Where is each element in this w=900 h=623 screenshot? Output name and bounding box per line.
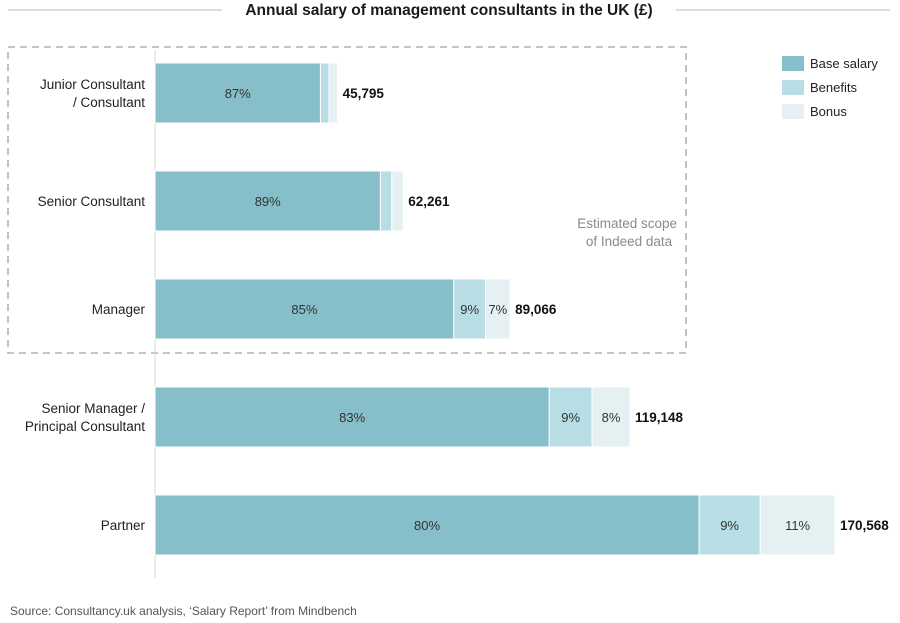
segment-label: 87% [225,86,251,101]
category-label-line: / Consultant [73,95,145,110]
segment-label: 11% [785,518,810,533]
bar-segment-benefits [698,494,761,556]
segment-label: 85% [291,302,317,317]
bar-segment-bonus [759,494,836,556]
scope-annotation: Estimated scope of Indeed data [577,216,681,249]
segment-label: 9% [561,410,580,425]
legend-label: Benefits [810,80,857,95]
category-label: Senior Manager / Principal Consultant [25,401,145,434]
legend-swatch [782,80,804,95]
segment-label: 8% [602,410,621,425]
bar-segment-bonus [328,62,339,124]
segment-label: 7% [488,302,507,317]
segment-label: 9% [720,518,739,533]
category-label-line: Manager [92,302,146,317]
legend-label: Base salary [810,56,878,71]
category-label: Partner [101,518,146,533]
segment-label: 80% [414,518,440,533]
category-label-line: Principal Consultant [25,419,145,434]
category-label-line: Partner [101,518,146,533]
bar-segment-benefits [319,62,330,124]
total-value: 45,795 [343,86,385,101]
bar-segment-benefits [453,278,486,340]
category-label-line: Senior Manager / [41,401,145,416]
total-value: 119,148 [635,410,684,425]
source-note: Source: Consultancy.uk analysis, ‘Salary… [10,604,357,618]
scope-annotation-line-2: of Indeed data [586,234,673,249]
total-value: 62,261 [408,194,450,209]
bar-segment-base-salary [154,386,550,448]
category-label: Junior Consultant / Consultant [40,77,145,110]
segment-label: 83% [339,410,365,425]
category-label-line: Senior Consultant [38,194,146,209]
legend-label: Bonus [810,104,847,119]
bars-group: Junior Consultant / Consultant 87% 45,795 Se… [25,62,889,556]
indeed-scope-box [7,46,687,354]
chart-title: Annual salary of management consultants … [245,2,652,19]
category-label: Manager [92,302,146,317]
total-value: 89,066 [515,302,557,317]
bar-segment-bonus [591,386,631,448]
scope-annotation-line-1: Estimated scope [577,216,677,231]
category-label-line: Junior Consultant [40,77,145,92]
segment-label: 9% [460,302,479,317]
category-label: Senior Consultant [38,194,146,209]
bar-segment-base-salary [154,170,381,232]
bar-segment-benefits [379,170,393,232]
bar-segment-base-salary [154,494,700,556]
bar-segment-bonus [391,170,404,232]
legend-swatch [782,104,804,119]
legend: Base salary Benefits Bonus [782,56,878,119]
bar-segment-bonus [484,278,511,340]
segment-label: 89% [255,194,281,209]
legend-swatch [782,56,804,71]
bar-segment-benefits [548,386,593,448]
total-value: 170,568 [840,518,889,533]
